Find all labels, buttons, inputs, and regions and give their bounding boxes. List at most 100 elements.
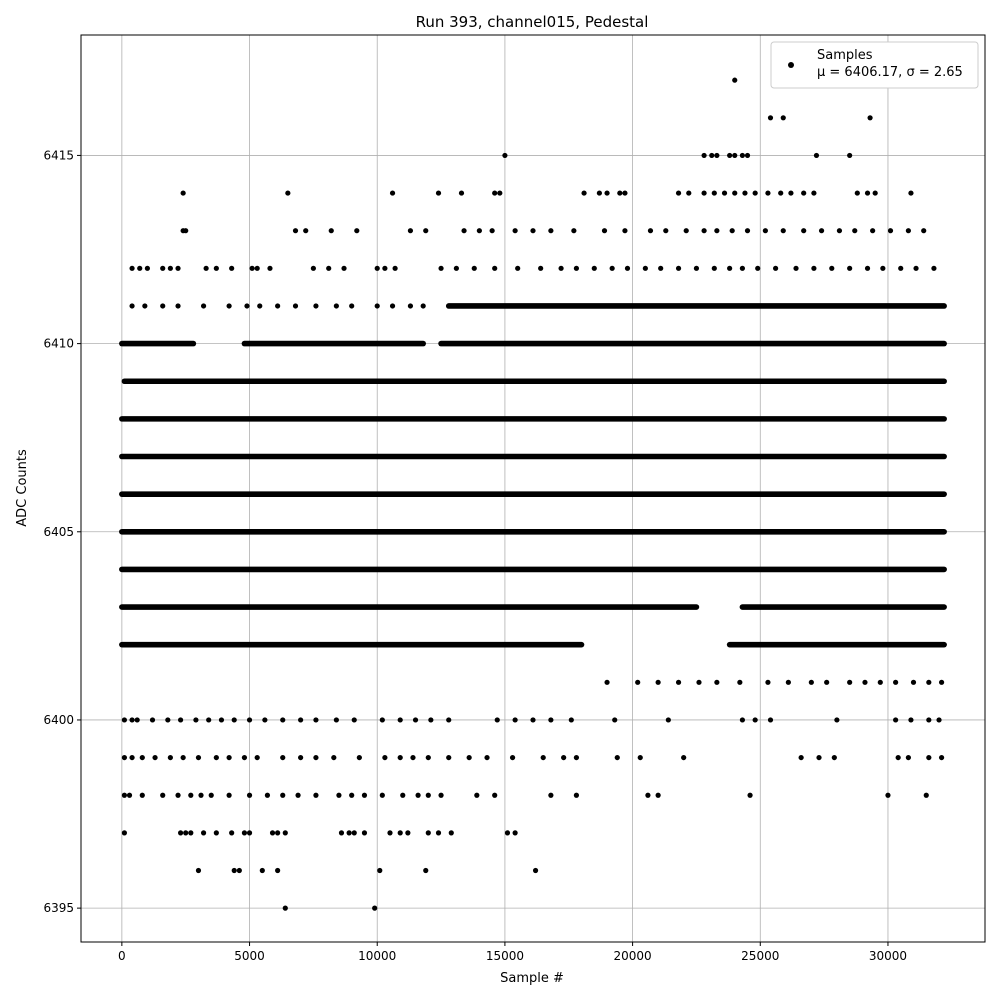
data-point: [504, 830, 511, 836]
data-point: [780, 228, 786, 234]
data-point: [926, 679, 932, 685]
data-point: [926, 717, 932, 723]
data-point: [425, 792, 431, 798]
data-point: [772, 265, 779, 271]
data-point: [231, 717, 237, 723]
data-point: [604, 679, 610, 685]
data-point: [696, 679, 702, 685]
data-point: [829, 265, 835, 271]
data-point: [581, 190, 587, 196]
data-point: [213, 754, 219, 761]
data-point: [313, 717, 319, 723]
data-point: [885, 792, 891, 798]
data-point: [167, 265, 173, 271]
data-point: [313, 792, 319, 798]
data-point: [195, 867, 202, 874]
data-point: [400, 792, 406, 798]
data-point: [601, 228, 608, 234]
data-point: [655, 679, 661, 685]
data-point: [893, 717, 899, 723]
data-point: [382, 265, 388, 271]
data-point: [229, 265, 235, 271]
y-tick-label: 6400: [43, 713, 74, 727]
data-point: [188, 830, 194, 836]
data-point: [908, 717, 914, 723]
data-point: [778, 190, 784, 196]
data-point: [905, 228, 911, 234]
data-point: [604, 190, 610, 196]
data-point: [732, 190, 738, 196]
data-point: [739, 152, 746, 159]
data-point: [382, 754, 388, 761]
data-point: [354, 228, 360, 234]
x-tick-label: 30000: [869, 949, 907, 963]
data-point: [175, 303, 181, 309]
data-point: [561, 754, 567, 761]
data-point: [292, 303, 299, 309]
data-point: [425, 754, 431, 761]
data-point: [389, 303, 396, 309]
data-point: [285, 190, 291, 196]
data-point: [349, 792, 355, 798]
data-point: [910, 679, 917, 685]
y-tick-label: 6410: [43, 337, 74, 351]
data-point: [737, 679, 743, 685]
data-point: [811, 190, 817, 196]
data-point: [538, 265, 544, 271]
data-point: [765, 190, 771, 196]
data-point: [701, 228, 707, 234]
data-point: [298, 717, 304, 723]
data-point: [379, 717, 385, 723]
data-point: [709, 152, 715, 159]
data-point: [877, 679, 883, 685]
data-point: [144, 265, 150, 271]
data-point: [762, 228, 768, 234]
data-point: [180, 754, 186, 761]
data-point: [785, 679, 791, 685]
legend-box: [770, 41, 979, 89]
data-point: [721, 190, 728, 196]
data-point: [121, 717, 128, 723]
data-point: [780, 115, 786, 121]
data-point: [744, 152, 751, 159]
data-point: [880, 265, 886, 271]
data-point: [836, 228, 843, 234]
data-point: [121, 754, 128, 761]
data-point: [744, 228, 751, 234]
data-point: [160, 303, 166, 309]
data-point: [887, 228, 894, 234]
data-point: [183, 830, 189, 836]
data-point: [397, 754, 403, 761]
data-point: [349, 303, 355, 309]
data-point: [681, 754, 687, 761]
data-point: [813, 152, 820, 159]
data-point: [425, 830, 431, 836]
data-point: [476, 228, 482, 234]
data-point: [747, 792, 753, 798]
data-point: [137, 265, 143, 271]
x-tick-label: 0: [118, 949, 126, 963]
data-point: [177, 830, 184, 836]
y-tick-label: 6415: [43, 148, 74, 162]
data-point: [129, 754, 135, 761]
y-tick-label: 6405: [43, 525, 74, 539]
data-point: [622, 190, 628, 196]
x-tick-label: 15000: [486, 949, 524, 963]
data-point: [502, 152, 508, 159]
data-point: [624, 265, 631, 271]
data-point: [484, 754, 490, 761]
data-point: [198, 792, 204, 798]
data-point: [714, 679, 720, 685]
data-point: [767, 115, 774, 121]
data-point: [642, 265, 648, 271]
data-point: [129, 717, 135, 723]
data-point: [139, 792, 145, 798]
data-point: [847, 679, 853, 685]
data-point: [765, 679, 771, 685]
y-axis-label: ADC Counts: [15, 449, 30, 527]
data-point: [492, 190, 498, 196]
data-point: [326, 265, 332, 271]
data-point: [361, 830, 368, 836]
data-point: [415, 792, 421, 798]
